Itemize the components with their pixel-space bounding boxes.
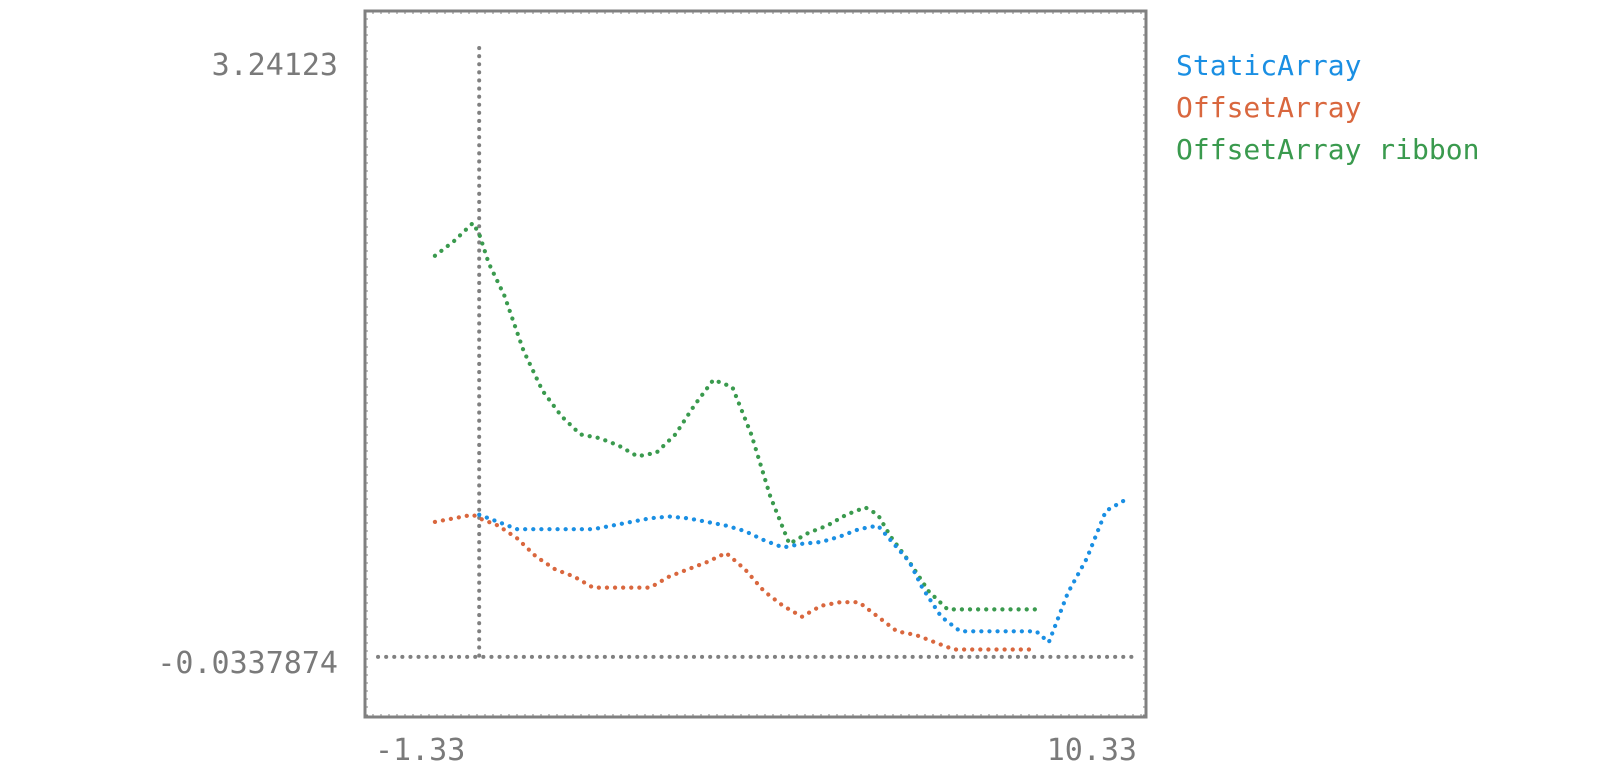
- legend-item-offset-array: OffsetArray: [1176, 91, 1361, 124]
- y-tick-label-bottom: -0.0337874: [157, 646, 338, 681]
- legend-item-offset-array-ribbon: OffsetArray ribbon: [1176, 133, 1479, 166]
- y-tick-label-top: 3.24123: [212, 48, 338, 83]
- plot-frame: [363, 9, 1148, 719]
- x-tick-label-right: 10.33: [1047, 733, 1137, 768]
- reference-lines: [376, 46, 1135, 659]
- series-line-staticarray: [477, 498, 1127, 645]
- series-line-offsetarray-ribbon: [432, 220, 1039, 612]
- x-tick-label-left: -1.33: [375, 733, 465, 768]
- legend-item-static-array: StaticArray: [1176, 49, 1361, 82]
- series-line-offsetarray: [432, 512, 1032, 652]
- legend: StaticArray OffsetArray OffsetArray ribb…: [1176, 49, 1479, 166]
- series-layer: [432, 220, 1127, 652]
- plot-border: [363, 9, 1148, 719]
